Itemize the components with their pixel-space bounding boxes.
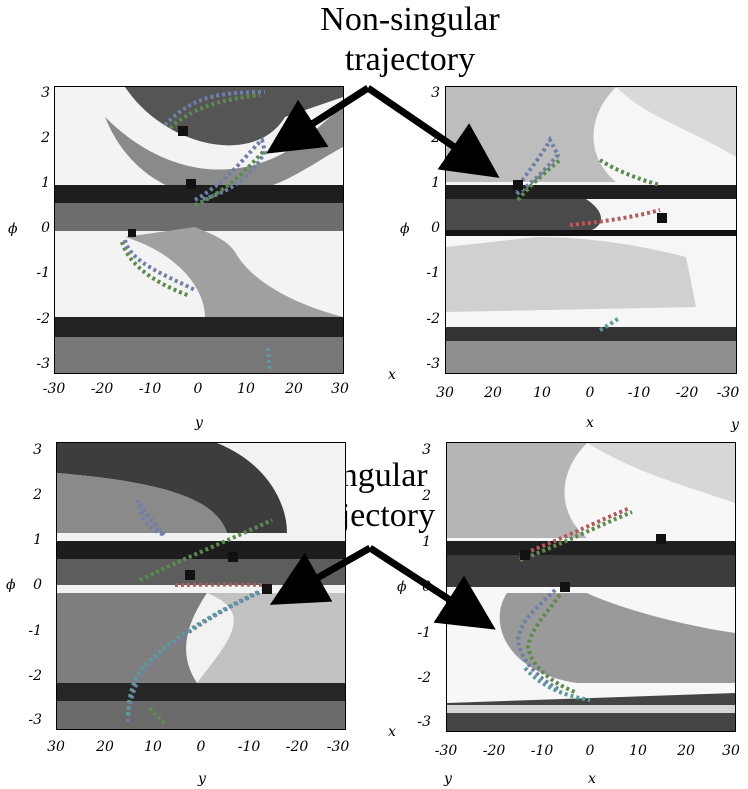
phi-tick: 1 — [431, 175, 440, 191]
phi-axis-label: ϕ — [397, 579, 407, 595]
phi-tick: 0 — [422, 579, 431, 595]
horizontal-tick: -10 — [237, 739, 261, 755]
phi-tick: 0 — [431, 220, 440, 236]
phi-tick: 3 — [41, 85, 50, 101]
horizontal-tick: 0 — [585, 385, 595, 401]
callout-line-1: Non-singular — [320, 1, 500, 38]
horizontal-tick: 0 — [196, 739, 206, 755]
phi-tick: -2 — [36, 311, 50, 327]
surface-plot — [56, 442, 346, 730]
horizontal-axis-label: y — [195, 415, 203, 431]
phi-tick: -3 — [426, 356, 440, 372]
phi-tick: 1 — [422, 534, 431, 550]
horizontal-tick: -10 — [530, 743, 554, 759]
horizontal-tick: -30 — [716, 385, 740, 401]
horizontal-tick: -10 — [138, 381, 162, 397]
phi-tick: -3 — [36, 356, 50, 372]
horizontal-tick: 0 — [193, 381, 203, 397]
phi-tick: 3 — [33, 442, 42, 458]
phi-axis-label: ϕ — [400, 221, 410, 237]
phi-tick: -2 — [426, 311, 440, 327]
horizontal-tick: -30 — [326, 739, 350, 755]
horizontal-tick: -20 — [675, 385, 699, 401]
horizontal-tick: 30 — [436, 385, 454, 401]
phi-axis-label: ϕ — [6, 577, 16, 593]
phi-tick: -2 — [417, 670, 431, 686]
phi-tick: -1 — [36, 265, 50, 281]
phi-tick: 1 — [33, 532, 42, 548]
phi-tick: 0 — [41, 220, 50, 236]
phi-tick: -1 — [28, 623, 42, 639]
y-corner-label: y — [731, 417, 739, 433]
horizontal-tick: 10 — [533, 385, 551, 401]
callout-line-2: trajectory — [344, 41, 476, 78]
horizontal-tick: 30 — [722, 743, 740, 759]
surface-render — [446, 87, 736, 373]
horizontal-tick: 20 — [484, 385, 502, 401]
horizontal-tick: 20 — [677, 743, 695, 759]
y-corner-label: y — [444, 771, 452, 787]
phi-tick: 2 — [41, 130, 50, 146]
phi-tick: 2 — [422, 488, 431, 504]
horizontal-tick: 10 — [144, 739, 162, 755]
phi-tick: -3 — [417, 714, 431, 730]
phi-tick: 3 — [422, 442, 431, 458]
surface-render — [447, 443, 735, 731]
horizontal-axis-label: x — [586, 415, 594, 431]
phi-tick: 1 — [41, 175, 50, 191]
horizontal-tick: -20 — [482, 743, 506, 759]
horizontal-tick: 30 — [331, 381, 349, 397]
horizontal-tick: -30 — [42, 381, 66, 397]
horizontal-axis-label: x — [588, 771, 596, 787]
horizontal-tick: -20 — [285, 739, 309, 755]
x-corner-label: x — [388, 724, 396, 740]
phi-tick: 2 — [33, 487, 42, 503]
horizontal-tick: 20 — [96, 739, 114, 755]
horizontal-tick: -10 — [627, 385, 651, 401]
surface-plot — [446, 442, 736, 732]
surface-render — [57, 443, 345, 729]
non-singular-callout: Non-singular trajectory — [295, 2, 525, 78]
phi-axis-label: ϕ — [8, 221, 18, 237]
surface-plot — [445, 86, 737, 374]
surface-plot — [54, 86, 344, 374]
phi-tick: 0 — [33, 577, 42, 593]
horizontal-tick: 10 — [629, 743, 647, 759]
phi-tick: -2 — [28, 668, 42, 684]
phi-tick: -3 — [28, 712, 42, 728]
horizontal-tick: -30 — [434, 743, 458, 759]
x-corner-label: x — [388, 367, 396, 383]
phi-tick: -1 — [417, 625, 431, 641]
horizontal-tick: 20 — [285, 381, 303, 397]
horizontal-tick: -20 — [90, 381, 114, 397]
surface-render — [55, 87, 343, 373]
horizontal-tick: 0 — [585, 743, 595, 759]
phi-tick: -1 — [426, 265, 440, 281]
phi-tick: 3 — [431, 85, 440, 101]
horizontal-tick: 30 — [47, 739, 65, 755]
horizontal-axis-label: y — [198, 771, 206, 787]
phi-tick: 2 — [431, 130, 440, 146]
horizontal-tick: 10 — [237, 381, 255, 397]
